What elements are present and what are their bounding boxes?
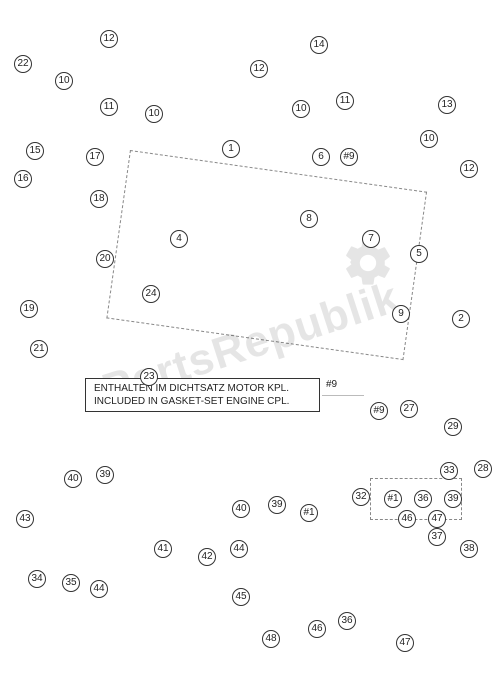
gasket-note-box: ENTHALTEN IM DICHTSATZ MOTOR KPL. INCLUD… [85,378,320,412]
callout-18-15: 18 [90,190,108,208]
callout-hash9-18: #9 [340,148,358,166]
callout-48-48: 48 [262,630,280,648]
callout-46-49: 46 [308,620,326,638]
callout-11-8: 11 [336,92,354,110]
callout-22-1: 22 [14,55,32,73]
callout-47-51: 47 [396,634,414,652]
callout-4-19: 4 [170,230,188,248]
callout-20-25: 20 [96,250,114,268]
callout-43-37: 43 [16,510,34,528]
callout-35-39: 35 [62,574,80,592]
callout-24-27: 24 [142,285,160,303]
callout-38-53: 38 [460,540,478,558]
callout-10-10: 10 [420,130,438,148]
callout-6-17: 6 [312,148,330,166]
callout-36-50: 36 [338,612,356,630]
callout-19-26: 19 [20,300,38,318]
callout-1-16: 1 [222,140,240,158]
callout-15-12: 15 [26,142,44,160]
callout-14-5: 14 [310,36,328,54]
callout-39-44: 39 [268,496,286,514]
callout-33-33: 33 [440,462,458,480]
callout-2-23: 2 [452,310,470,328]
callout-28-34: 28 [474,460,492,478]
callout-27-31: 27 [400,400,418,418]
callout-29-32: 29 [444,418,462,436]
callout-40-35: 40 [64,470,82,488]
callout-hash1-46: #1 [300,504,318,522]
note-line-1: ENTHALTEN IM DICHTSATZ MOTOR KPL. [94,383,311,396]
callout-5-22: 5 [410,245,428,263]
callout-12-6: 12 [250,60,268,78]
callout-34-38: 34 [28,570,46,588]
callout-11-3: 11 [100,98,118,116]
callout-39-56: 39 [444,490,462,508]
callout-9-24: 9 [392,305,410,323]
callout-12-11: 12 [460,160,478,178]
callout-hash1-54: #1 [384,490,402,508]
callout-17-14: 17 [86,148,104,166]
diagram-stage: PartsRepublik ENTHALTEN IM DICHTSATZ MOT… [0,0,502,687]
callout-21-28: 21 [30,340,48,358]
callout-8-20: 8 [300,210,318,228]
callout-36-55: 36 [414,490,432,508]
callout-13-9: 13 [438,96,456,114]
assembly-box-upper [106,150,427,360]
callout-10-7: 10 [292,100,310,118]
callout-hash9-30: #9 [370,402,388,420]
callout-46-57: 46 [398,510,416,528]
callout-47-58: 47 [428,510,446,528]
callout-10-4: 10 [145,105,163,123]
callout-39-36: 39 [96,466,114,484]
leader-hint-1 [322,395,364,396]
callout-16-13: 16 [14,170,32,188]
callout-37-52: 37 [428,528,446,546]
callout-7-21: 7 [362,230,380,248]
callout-23-29: 23 [140,368,158,386]
callout-42-42: 42 [198,548,216,566]
callout-44-40: 44 [90,580,108,598]
callout-45-47: 45 [232,588,250,606]
note-line-2: INCLUDED IN GASKET-SET ENGINE CPL. [94,396,311,409]
callout-10-2: 10 [55,72,73,90]
callout-12-0: 12 [100,30,118,48]
note-pointer-label: #9 [326,380,337,390]
callout-32-59: 32 [352,488,370,506]
callout-44-45: 44 [230,540,248,558]
callout-41-41: 41 [154,540,172,558]
callout-40-43: 40 [232,500,250,518]
